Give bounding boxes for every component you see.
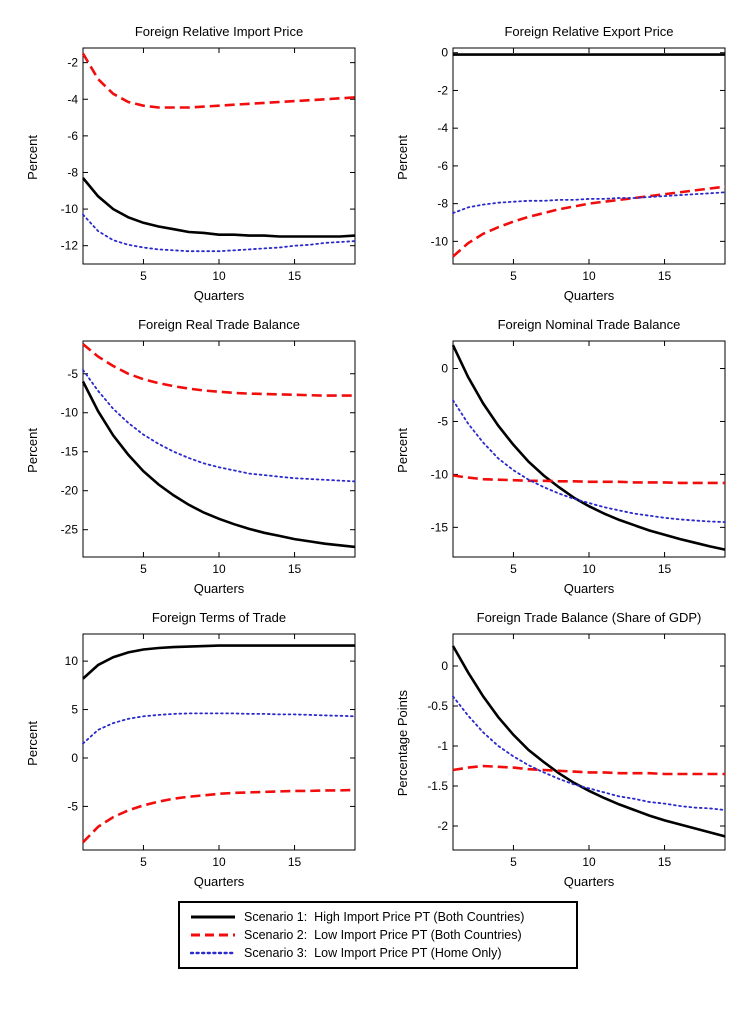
svg-text:15: 15	[658, 269, 672, 283]
legend-item-scenario-2: Scenario 2: Low Import Price PT (Both Co…	[190, 928, 566, 942]
legend-item-scenario-3: Scenario 3: Low Import Price PT (Home On…	[190, 946, 566, 960]
panel-foreign-relative-import-price: Foreign Relative Import Price Percent 5 1…	[25, 24, 361, 303]
legend-label: Scenario 2: Low Import Price PT (Both Co…	[244, 928, 522, 942]
chart-title: Foreign Terms of Trade	[151, 610, 287, 625]
svg-text:5: 5	[140, 269, 147, 283]
panel-foreign-trade-balance-share-of-gdp: Foreign Trade Balance (Share of GDP) Per…	[395, 610, 731, 889]
svg-text:10: 10	[65, 654, 79, 668]
plot-row: Percent 5 10 15 -5 0 5 10	[25, 626, 361, 876]
chart-foreign-relative-export-price: 5 10 15 -10 -8 -6 -4 -2 0	[431, 46, 726, 283]
svg-text:0: 0	[71, 751, 78, 765]
svg-text:-5: -5	[437, 414, 448, 428]
svg-text:5: 5	[71, 703, 78, 717]
y-axis-label: Percent	[395, 427, 410, 473]
y-axis-label: Percent	[25, 134, 40, 180]
plot-row: Percent 5 10 15 -10 -8 -6 -4 -2 0	[395, 40, 731, 290]
svg-text:-10: -10	[61, 202, 79, 216]
panel-foreign-relative-export-price: Foreign Relative Export Price Percent 5 1…	[395, 24, 731, 303]
figure: Foreign Relative Import Price Percent 5 1…	[0, 24, 756, 969]
svg-text:10: 10	[212, 269, 226, 283]
svg-text:10: 10	[212, 562, 226, 576]
svg-text:-10: -10	[431, 467, 449, 481]
svg-text:5: 5	[510, 855, 517, 869]
svg-text:10: 10	[582, 562, 596, 576]
svg-text:-2: -2	[437, 83, 448, 97]
chart-grid: Foreign Relative Import Price Percent 5 1…	[0, 24, 756, 889]
svg-text:-25: -25	[61, 523, 79, 537]
legend: Scenario 1: High Import Price PT (Both C…	[178, 901, 578, 969]
svg-text:-6: -6	[437, 159, 448, 173]
plot-row: Percentage Points 5 10 15 -2 -1.5 -1 -0.5 0	[395, 626, 731, 876]
svg-text:-15: -15	[431, 520, 449, 534]
svg-text:0: 0	[441, 46, 448, 60]
svg-text:-8: -8	[67, 165, 78, 179]
plot-row: Percent 5 10 15 -15 -10 -5 0	[395, 333, 731, 583]
x-axis-label: Quarters	[563, 874, 615, 889]
svg-text:10: 10	[582, 269, 596, 283]
svg-text:5: 5	[140, 562, 147, 576]
svg-text:-5: -5	[67, 799, 78, 813]
svg-text:5: 5	[510, 562, 517, 576]
svg-text:5: 5	[510, 269, 517, 283]
plot-row: Percent 5 10 15 -12 -10 -8 -6 -4 -2	[25, 40, 361, 290]
svg-text:-1.5: -1.5	[427, 779, 448, 793]
legend-label: Scenario 3: Low Import Price PT (Home On…	[244, 946, 502, 960]
svg-text:-15: -15	[61, 445, 79, 459]
legend-line-dashed-icon	[191, 933, 235, 937]
svg-text:-10: -10	[431, 234, 449, 248]
y-axis-label: Percentage Points	[395, 689, 410, 797]
svg-text:0: 0	[441, 362, 448, 376]
panel-foreign-terms-of-trade: Foreign Terms of Trade Percent 5 10 15 -5 0 5…	[25, 610, 361, 889]
svg-text:10: 10	[582, 855, 596, 869]
chart-title: Foreign Real Trade Balance	[138, 317, 300, 332]
chart-title: Foreign Trade Balance (Share of GDP)	[476, 610, 702, 625]
y-axis-label: Percent	[25, 427, 40, 473]
y-axis-label: Percent	[25, 720, 40, 766]
svg-text:5: 5	[140, 855, 147, 869]
chart-foreign-relative-import-price: 5 10 15 -12 -10 -8 -6 -4 -2	[61, 47, 356, 283]
svg-text:-0.5: -0.5	[427, 699, 448, 713]
svg-text:0: 0	[441, 659, 448, 673]
svg-text:15: 15	[658, 855, 672, 869]
x-axis-label: Quarters	[563, 288, 615, 303]
svg-text:-6: -6	[67, 129, 78, 143]
panel-foreign-nominal-trade-balance: Foreign Nominal Trade Balance Percent 5 1…	[395, 317, 731, 596]
svg-text:-5: -5	[67, 367, 78, 381]
svg-text:15: 15	[658, 562, 672, 576]
svg-text:15: 15	[288, 562, 302, 576]
chart-title: Foreign Relative Import Price	[134, 24, 304, 39]
panel-foreign-real-trade-balance: Foreign Real Trade Balance Percent 5 10 15…	[25, 317, 361, 596]
chart-foreign-terms-of-trade: 5 10 15 -5 0 5 10	[65, 633, 356, 869]
svg-text:-12: -12	[61, 239, 79, 253]
svg-text:-4: -4	[67, 92, 78, 106]
x-axis-label: Quarters	[193, 288, 245, 303]
svg-text:-2: -2	[67, 56, 78, 70]
svg-text:-2: -2	[437, 819, 448, 833]
x-axis-label: Quarters	[193, 581, 245, 596]
plot-row: Percent 5 10 15 -25 -20 -15 -10 -5	[25, 333, 361, 583]
chart-foreign-trade-balance-share-of-gdp: 5 10 15 -2 -1.5 -1 -0.5 0	[427, 633, 726, 869]
svg-text:15: 15	[288, 855, 302, 869]
svg-text:-1: -1	[437, 739, 448, 753]
svg-text:-8: -8	[437, 197, 448, 211]
svg-text:-10: -10	[61, 406, 79, 420]
svg-text:15: 15	[288, 269, 302, 283]
legend-item-scenario-1: Scenario 1: High Import Price PT (Both C…	[190, 910, 566, 924]
chart-title: Foreign Relative Export Price	[504, 24, 674, 39]
svg-text:-20: -20	[61, 484, 79, 498]
legend-label: Scenario 1: High Import Price PT (Both C…	[244, 910, 525, 924]
x-axis-label: Quarters	[193, 874, 245, 889]
chart-foreign-real-trade-balance: 5 10 15 -25 -20 -15 -10 -5	[61, 340, 356, 576]
svg-text:-4: -4	[437, 121, 448, 135]
legend-line-solid-icon	[191, 915, 235, 919]
chart-foreign-nominal-trade-balance: 5 10 15 -15 -10 -5 0	[431, 340, 726, 576]
chart-title: Foreign Nominal Trade Balance	[497, 317, 681, 332]
y-axis-label: Percent	[395, 134, 410, 180]
legend-line-dotted-icon	[190, 951, 236, 955]
svg-text:10: 10	[212, 855, 226, 869]
x-axis-label: Quarters	[563, 581, 615, 596]
